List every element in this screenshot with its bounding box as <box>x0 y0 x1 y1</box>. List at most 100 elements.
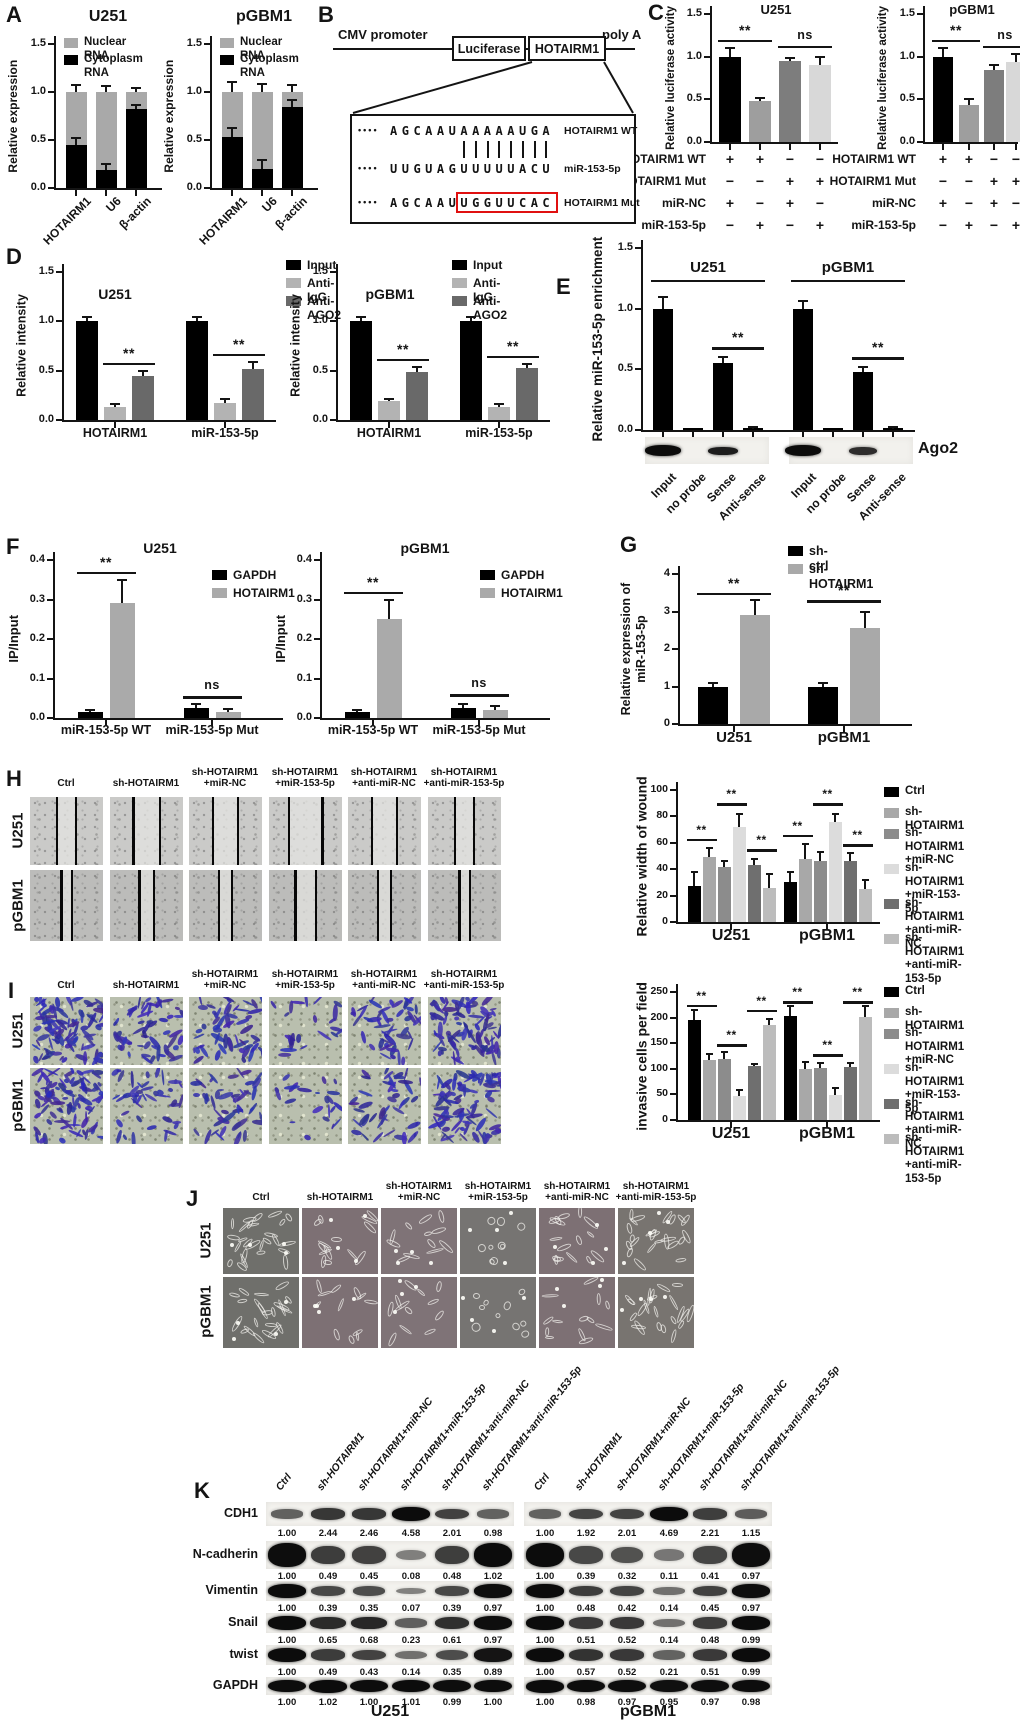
x-axis <box>676 922 880 924</box>
error-bar-cap <box>765 873 773 876</box>
blot-band <box>474 1543 512 1567</box>
error-bar-cap <box>384 598 394 601</box>
y-tick-label: 1.5 <box>312 265 328 277</box>
cell-outline <box>668 1293 680 1311</box>
x-category-label: pGBM1 <box>817 729 871 746</box>
bar-segment <box>125 92 147 110</box>
invasion-col-header: sh-HOTAIRM1 +anti-miR-NC <box>350 969 418 991</box>
y-tick <box>204 187 210 189</box>
invading-cell <box>300 1044 309 1051</box>
error-bar-line <box>693 871 695 887</box>
bar <box>717 866 731 922</box>
bar <box>488 407 510 420</box>
group-label: U251 <box>690 258 726 276</box>
y-tick <box>672 610 678 613</box>
error-bar-line <box>819 852 821 862</box>
bar <box>76 321 98 420</box>
panel-label-j: J <box>186 1186 199 1211</box>
invading-cell <box>115 1129 123 1144</box>
invading-cell <box>167 1087 175 1094</box>
sig-line <box>686 1004 717 1008</box>
y-tick-label: 100 <box>650 783 668 795</box>
invading-cell <box>204 1092 210 1105</box>
wb-protein-label: twist <box>229 1647 258 1661</box>
x-category-label: miR-153-5p Mut <box>432 723 526 737</box>
cell-outline <box>545 1327 550 1337</box>
error-bar-line <box>416 366 418 372</box>
legend-label: Input <box>307 258 337 272</box>
wb-band-value: 0.52 <box>617 1667 637 1678</box>
wb-band-value: 1.02 <box>318 1697 338 1708</box>
y-tick-label: 1.5 <box>617 241 633 253</box>
x-tick <box>105 720 107 726</box>
bar <box>779 60 801 142</box>
wound-col-header: sh-HOTAIRM1 +anti-miR-153-5p <box>423 767 505 789</box>
morphology-image <box>539 1208 615 1274</box>
wb-strip <box>266 1502 514 1526</box>
error-bar-cap <box>191 703 201 706</box>
y-tick <box>48 91 54 93</box>
error-bar-cap <box>720 860 728 863</box>
chart-title: pGBM1 <box>236 8 292 25</box>
legend-label: Input <box>473 258 503 272</box>
bright-cell <box>393 1309 398 1314</box>
invasion-image <box>110 1068 183 1144</box>
bright-cell <box>313 1303 318 1308</box>
polya-label: poly A <box>602 27 642 42</box>
wb-strip <box>266 1581 514 1601</box>
y-axis-label: invasive cells per field <box>633 981 650 1131</box>
blot-band <box>474 1679 512 1693</box>
matrix-cell: + <box>785 195 795 211</box>
bright-cell <box>352 1297 357 1302</box>
wound-gap <box>213 797 238 865</box>
y-tick <box>47 559 53 561</box>
bright-cell <box>281 1242 286 1247</box>
wb-band-value: 1.15 <box>741 1528 761 1539</box>
wb-band-value: 0.97 <box>700 1697 720 1708</box>
cell-outline <box>330 1236 342 1243</box>
blot-band <box>271 1509 303 1519</box>
y-axis-label: Relative expression of miR-153-5p <box>619 582 648 715</box>
morphology-image <box>460 1208 536 1274</box>
wb-band-value: 0.99 <box>741 1635 761 1646</box>
error-bar-line <box>86 317 88 322</box>
wound-edge-line <box>74 797 78 865</box>
sig-line <box>182 696 242 699</box>
legend-swatch <box>286 278 301 288</box>
cell-outline <box>564 1251 579 1265</box>
wound-edge-line <box>70 870 73 941</box>
invading-cell <box>83 1050 88 1065</box>
blot-band <box>352 1545 386 1564</box>
sig-label: ** <box>100 553 112 570</box>
error-bar-cap <box>964 98 974 101</box>
wb-band-value: 0.51 <box>700 1667 720 1678</box>
legend-swatch <box>480 570 495 580</box>
wb-band-value: 1.01 <box>401 1697 421 1708</box>
invading-cell <box>367 998 383 1010</box>
y-tick <box>670 921 676 923</box>
sig-label: ** <box>822 1038 833 1053</box>
y-tick-label: 0.0 <box>38 413 54 425</box>
y-axis <box>320 552 322 720</box>
matrix-row-label: miR-NC <box>662 196 706 210</box>
morphology-image <box>539 1277 615 1348</box>
wound-gap <box>295 870 316 941</box>
legend-swatch <box>884 987 899 997</box>
y-tick-label: 50 <box>656 1087 668 1100</box>
error-bar-line <box>135 88 137 92</box>
bar <box>132 375 154 420</box>
y-tick <box>314 598 320 601</box>
invading-cell <box>385 1017 394 1022</box>
y-axis <box>210 36 212 190</box>
invading-cell <box>283 1097 297 1106</box>
invading-cell <box>161 997 175 1003</box>
error-bar-line <box>864 611 866 629</box>
cell-outline <box>403 1305 414 1316</box>
blot-band <box>692 1649 728 1661</box>
legend-swatch <box>286 260 301 270</box>
error-bar-line <box>754 600 756 616</box>
invasion-image <box>348 997 421 1065</box>
morphology-image <box>302 1208 378 1274</box>
error-bar-line <box>834 813 836 822</box>
bar-segment <box>95 169 117 188</box>
